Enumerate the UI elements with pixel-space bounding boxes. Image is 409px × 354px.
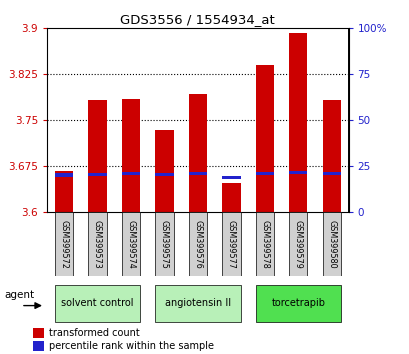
Title: GDS3556 / 1554934_at: GDS3556 / 1554934_at <box>120 13 274 26</box>
Bar <box>288 171 307 174</box>
Bar <box>188 94 207 212</box>
Text: percentile rank within the sample: percentile rank within the sample <box>49 341 213 352</box>
Text: GSM399574: GSM399574 <box>126 220 135 269</box>
Text: GSM399580: GSM399580 <box>326 220 335 269</box>
Text: GSM399579: GSM399579 <box>293 220 302 269</box>
Text: torcetrapib: torcetrapib <box>271 298 324 308</box>
FancyBboxPatch shape <box>255 285 340 322</box>
Bar <box>54 171 73 212</box>
FancyBboxPatch shape <box>54 212 73 276</box>
FancyBboxPatch shape <box>54 285 140 322</box>
Text: angiotensin II: angiotensin II <box>164 298 230 308</box>
FancyBboxPatch shape <box>255 212 273 276</box>
Bar <box>222 176 240 179</box>
FancyBboxPatch shape <box>288 212 307 276</box>
Bar <box>222 183 240 212</box>
Bar <box>322 172 340 175</box>
Text: GSM399578: GSM399578 <box>260 220 269 269</box>
Bar <box>88 100 106 212</box>
FancyBboxPatch shape <box>121 212 140 276</box>
Text: GSM399573: GSM399573 <box>93 220 101 269</box>
Bar <box>34 341 44 351</box>
Bar <box>34 328 44 338</box>
Bar <box>188 172 207 175</box>
Bar <box>121 172 140 175</box>
Text: agent: agent <box>4 290 34 299</box>
FancyBboxPatch shape <box>222 212 240 276</box>
Bar <box>54 173 73 177</box>
Bar <box>322 100 340 212</box>
FancyBboxPatch shape <box>322 212 340 276</box>
Text: GSM399575: GSM399575 <box>160 220 169 269</box>
Bar <box>255 172 273 175</box>
Bar <box>88 173 106 176</box>
Text: transformed count: transformed count <box>49 328 139 338</box>
FancyBboxPatch shape <box>155 212 173 276</box>
FancyBboxPatch shape <box>88 212 106 276</box>
Bar <box>155 130 173 212</box>
Bar <box>121 99 140 212</box>
FancyBboxPatch shape <box>155 285 240 322</box>
Text: GSM399577: GSM399577 <box>226 220 235 269</box>
Bar <box>255 65 273 212</box>
Bar <box>155 173 173 176</box>
Text: solvent control: solvent control <box>61 298 133 308</box>
FancyBboxPatch shape <box>188 212 207 276</box>
Text: GSM399576: GSM399576 <box>193 220 202 269</box>
Bar <box>288 33 307 212</box>
Text: GSM399572: GSM399572 <box>59 220 68 269</box>
